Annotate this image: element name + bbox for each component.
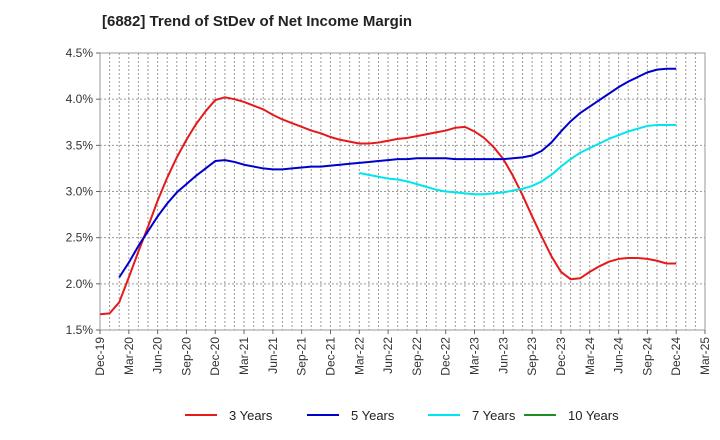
x-tick-label: Dec-22: [439, 337, 453, 376]
x-tick-label: Jun-21: [266, 337, 280, 374]
x-tick-label: Mar-25: [698, 337, 712, 375]
y-tick-label: 2.0%: [66, 277, 94, 291]
x-tick-label: Mar-20: [122, 337, 136, 375]
x-tick-label: Dec-19: [93, 337, 107, 376]
plot-frame: [99, 52, 706, 331]
legend-label: 10 Years: [568, 407, 619, 423]
axis-ticks: 1.5% 2.0% 2.5% 3.0% 3.5% 4.0% 4.5% Dec-19 Mar-20…: [66, 46, 712, 376]
x-tick-label: Sep-24: [640, 337, 654, 376]
y-tick-label: 1.5%: [66, 323, 94, 337]
x-tick-label: Mar-24: [583, 337, 597, 375]
legend-label: 7 Years: [472, 407, 516, 423]
x-tick-label: Dec-23: [554, 337, 568, 376]
x-tick-label: Jun-20: [151, 337, 165, 374]
chart-title: [6882] Trend of StDev of Net Income Marg…: [102, 13, 413, 30]
grid: [99, 52, 706, 331]
x-tick-label: Dec-20: [208, 337, 222, 376]
x-tick-label: Dec-21: [323, 337, 337, 376]
x-tick-label: Jun-23: [496, 337, 510, 374]
line-chart: 1.5% 2.0% 2.5% 3.0% 3.5% 4.0% 4.5% Dec-19 Mar-20…: [66, 46, 712, 376]
series-line-7-years: [359, 124, 677, 196]
legend-swatch: [307, 414, 339, 416]
y-tick-label: 3.5%: [66, 138, 94, 152]
y-tick-label: 4.0%: [66, 92, 94, 106]
x-tick-label: Jun-22: [381, 337, 395, 374]
legend-item-7-years: 7 Years: [428, 404, 515, 426]
legend-swatch: [185, 414, 217, 416]
y-tick-label: 4.5%: [66, 46, 94, 60]
x-tick-label: Jun-24: [612, 337, 626, 374]
series-lines: [99, 67, 677, 316]
x-tick-label: Mar-22: [352, 337, 366, 375]
y-tick-label: 2.5%: [66, 231, 94, 245]
x-tick-label: Sep-21: [295, 337, 309, 376]
legend-item-3-years: 3 Years: [185, 404, 272, 426]
x-tick-label: Mar-21: [237, 337, 251, 375]
x-tick-label: Sep-20: [179, 337, 193, 376]
x-tick-label: Mar-23: [468, 337, 482, 375]
x-tick-label: Sep-23: [525, 337, 539, 376]
x-tick-label: Sep-22: [410, 337, 424, 376]
legend-item-10-years: 10 Years: [524, 404, 619, 426]
series-line-5-years: [118, 67, 677, 278]
legend: 3 Years 5 Years 7 Years 10 Years: [0, 404, 720, 426]
x-tick-label: Dec-24: [669, 337, 683, 376]
legend-swatch: [428, 414, 460, 416]
legend-label: 3 Years: [229, 407, 273, 423]
series-line-3-years: [99, 96, 677, 316]
legend-label: 5 Years: [351, 407, 395, 423]
legend-swatch: [524, 414, 556, 416]
y-tick-label: 3.0%: [66, 185, 94, 199]
legend-item-5-years: 5 Years: [307, 404, 394, 426]
